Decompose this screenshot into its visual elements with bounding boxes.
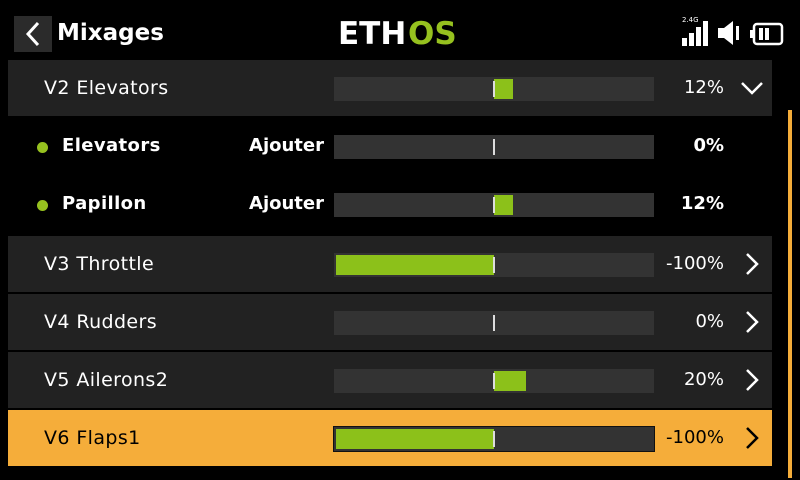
mix-bar <box>334 369 654 393</box>
scrollbar[interactable] <box>788 110 792 478</box>
mix-value: 12% <box>683 77 724 98</box>
header: Mixages ETH OS 2.4G <box>0 0 800 66</box>
mix-bar <box>334 311 654 335</box>
signal-indicator: 2.4G <box>682 16 710 46</box>
mix-row-v4[interactable]: V4 Rudders 0% <box>8 294 772 350</box>
radio-band-label: 2.4G <box>682 16 699 24</box>
mix-row-v6[interactable]: V6 Flaps1 -100% <box>8 410 772 466</box>
sub-mix-row-elevators[interactable]: Elevators Ajouter 0% <box>8 118 772 174</box>
active-dot <box>37 200 48 211</box>
mix-name: V2 Elevators <box>44 77 169 99</box>
mix-bar <box>334 253 654 277</box>
sub-mix-name: Papillon <box>62 193 147 214</box>
mix-bar <box>333 426 655 452</box>
mix-name: V6 Flaps1 <box>44 427 141 449</box>
chevron-right-icon[interactable] <box>740 310 764 334</box>
logo-left: ETH <box>338 16 406 50</box>
mix-value: -100% <box>666 253 724 274</box>
mix-name: V5 Ailerons2 <box>44 369 169 391</box>
active-dot <box>37 142 48 153</box>
mix-row-v5[interactable]: V5 Ailerons2 20% <box>8 352 772 408</box>
logo-right: OS <box>408 16 457 50</box>
ethos-logo: ETH OS <box>338 16 462 54</box>
chevron-right-icon[interactable] <box>740 426 764 450</box>
battery-icon <box>750 22 784 46</box>
status-bar: 2.4G <box>682 16 784 46</box>
chevron-left-icon <box>25 21 40 47</box>
sub-mix-row-papillon[interactable]: Papillon Ajouter 12% <box>8 176 772 232</box>
mix-name: V4 Rudders <box>44 311 158 333</box>
mix-name: V3 Throttle <box>44 253 155 275</box>
sub-mix-bar <box>334 135 654 159</box>
sub-mix-value: 12% <box>680 193 724 214</box>
sub-mix-value: 0% <box>693 135 724 156</box>
chevron-down-icon[interactable] <box>740 76 764 100</box>
mix-row-v3[interactable]: V3 Throttle -100% <box>8 236 772 292</box>
mix-value: 0% <box>695 311 724 332</box>
speaker-icon <box>718 21 739 45</box>
signal-icon <box>682 21 708 46</box>
mix-row-v2[interactable]: V2 Elevators 12% <box>8 60 772 116</box>
chevron-right-icon[interactable] <box>740 252 764 276</box>
sub-mix-name: Elevators <box>62 135 161 156</box>
sub-mix-operation: Ajouter <box>249 193 324 214</box>
page-title: Mixages <box>57 20 164 46</box>
mix-bar <box>334 77 654 101</box>
chevron-right-icon[interactable] <box>740 368 764 392</box>
mix-value: -100% <box>666 427 724 448</box>
mix-value: 20% <box>683 369 724 390</box>
sub-mix-operation: Ajouter <box>249 135 324 156</box>
back-button[interactable] <box>14 16 52 52</box>
sub-mix-bar <box>334 193 654 217</box>
